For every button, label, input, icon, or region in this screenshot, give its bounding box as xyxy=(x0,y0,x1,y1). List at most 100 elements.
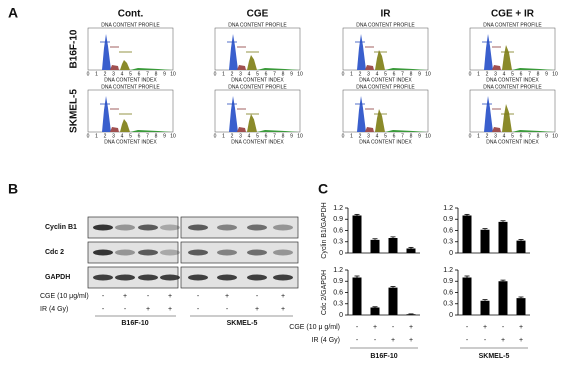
x-tick-label: 7 xyxy=(528,133,531,139)
x-tick-label: 1 xyxy=(350,133,353,139)
s-phase xyxy=(237,65,246,70)
x-tick-label: 1 xyxy=(222,133,225,139)
x-tick-label: 2 xyxy=(231,71,234,77)
sign: - xyxy=(102,293,105,300)
x-tick-label: 5 xyxy=(256,133,259,139)
x-tick-label: 0 xyxy=(342,133,345,139)
blot-band xyxy=(93,224,113,231)
debris xyxy=(130,130,172,132)
blot-band xyxy=(273,249,293,256)
sign: - xyxy=(356,324,359,331)
panel-label: A xyxy=(8,5,18,21)
debris xyxy=(512,130,554,132)
plot-title: DNA CONTENT PROFILE xyxy=(356,84,415,90)
x-tick-label: 2 xyxy=(486,133,489,139)
x-tick-label: 4 xyxy=(376,71,379,77)
blot-band xyxy=(188,224,208,231)
x-tick-label: 6 xyxy=(265,71,268,77)
x-tick-label: 4 xyxy=(248,133,251,139)
treatment-label: IR (4 Gy) xyxy=(40,306,68,313)
plot-title: DNA CONTENT PROFILE xyxy=(483,22,542,28)
x-tick-label: 9 xyxy=(163,133,166,139)
x-axis-label: DNA CONTENT INDEX xyxy=(231,77,284,83)
x-tick-label: 3 xyxy=(112,133,115,139)
s-phase xyxy=(365,127,374,132)
x-tick-label: 0 xyxy=(214,71,217,77)
sign: - xyxy=(392,324,395,331)
x-tick-label: 5 xyxy=(511,133,514,139)
debris xyxy=(512,68,554,70)
g2-peak xyxy=(247,55,257,70)
row-label: B16F-10 xyxy=(69,29,80,68)
y-tick-label: 0.3 xyxy=(333,301,343,308)
blot-band xyxy=(188,274,208,281)
x-tick-label: 7 xyxy=(273,71,276,77)
blot-band xyxy=(93,249,113,256)
plot-title: DNA CONTENT PROFILE xyxy=(101,84,160,90)
sign: - xyxy=(502,324,505,331)
s-phase xyxy=(110,127,119,132)
sign: - xyxy=(197,293,200,300)
g1-peak xyxy=(484,34,493,70)
y-axis-label: Cyclin B1/GAPDH xyxy=(321,202,328,258)
g2-peak xyxy=(375,50,385,70)
x-tick-label: 5 xyxy=(129,133,132,139)
bar xyxy=(352,215,362,253)
x-tick-label: 10 xyxy=(170,71,176,77)
g2-peak xyxy=(120,119,130,132)
x-axis-label: DNA CONTENT INDEX xyxy=(359,77,412,83)
y-tick-label: 0.3 xyxy=(443,239,453,246)
x-axis-label: DNA CONTENT INDEX xyxy=(231,139,284,145)
s-phase xyxy=(365,65,374,70)
cell-line: SKMEL-5 xyxy=(479,353,510,360)
x-tick-label: 6 xyxy=(393,133,396,139)
blot-band xyxy=(138,274,158,281)
blot-frame xyxy=(180,266,299,289)
s-phase xyxy=(492,65,501,70)
blot-band xyxy=(247,224,267,231)
blot-band xyxy=(115,249,135,256)
blot-band xyxy=(115,224,135,231)
s-phase xyxy=(237,127,246,132)
plot-title: DNA CONTENT PROFILE xyxy=(483,84,542,90)
x-axis-label: DNA CONTENT INDEX xyxy=(486,77,539,83)
y-tick-label: 0.9 xyxy=(333,278,343,285)
g1-peak xyxy=(357,96,366,132)
x-tick-label: 1 xyxy=(95,71,98,77)
blot-band xyxy=(138,249,158,256)
x-tick-label: 6 xyxy=(520,71,523,77)
x-tick-label: 4 xyxy=(503,71,506,77)
sign: + xyxy=(409,337,413,344)
x-tick-label: 2 xyxy=(359,71,362,77)
x-tick-label: 10 xyxy=(552,71,558,77)
y-tick-label: 0.9 xyxy=(443,278,453,285)
g1-peak xyxy=(229,96,238,132)
x-tick-label: 8 xyxy=(410,71,413,77)
g1-peak xyxy=(484,96,493,132)
sign: + xyxy=(483,324,487,331)
y-tick-label: 0 xyxy=(449,312,453,319)
g2-peak xyxy=(247,114,257,132)
x-tick-label: 3 xyxy=(494,71,497,77)
g2-peak xyxy=(502,104,512,132)
blot-band xyxy=(217,274,237,281)
y-tick-label: 0 xyxy=(339,312,343,319)
x-tick-label: 3 xyxy=(494,133,497,139)
cell-line: B16F-10 xyxy=(121,320,148,327)
treatment-label: CGE (10 μ g/ml) xyxy=(289,324,340,331)
x-tick-label: 1 xyxy=(477,71,480,77)
bar xyxy=(370,307,380,315)
y-tick-label: 0 xyxy=(449,250,453,257)
x-tick-label: 8 xyxy=(282,71,285,77)
bar xyxy=(498,221,508,253)
x-axis-label: DNA CONTENT INDEX xyxy=(486,139,539,145)
x-tick-label: 8 xyxy=(155,133,158,139)
blot-band xyxy=(273,274,293,281)
y-tick-label: 0.9 xyxy=(443,216,453,223)
x-tick-label: 9 xyxy=(545,133,548,139)
x-tick-label: 3 xyxy=(367,133,370,139)
x-tick-label: 2 xyxy=(231,133,234,139)
x-tick-label: 6 xyxy=(393,71,396,77)
debris xyxy=(385,130,427,132)
